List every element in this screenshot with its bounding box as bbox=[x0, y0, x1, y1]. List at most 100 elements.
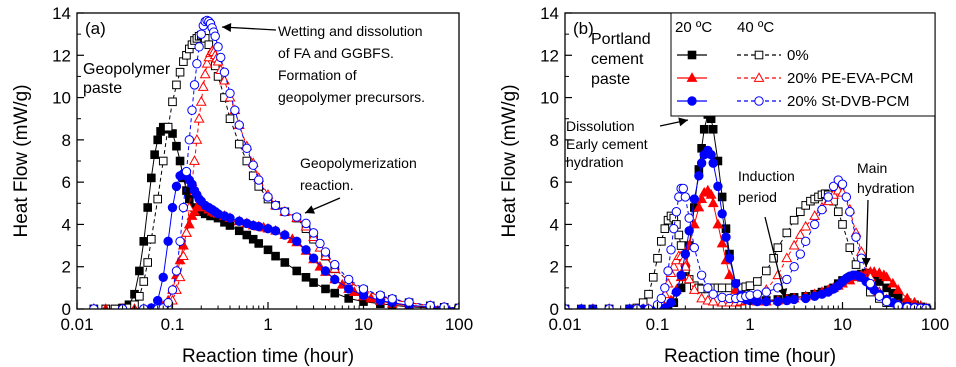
data-point-a-5-31 bbox=[242, 143, 252, 154]
data-point-a-0-41 bbox=[344, 294, 354, 303]
data-point-a-4-30 bbox=[270, 226, 281, 236]
data-point-a-5-37 bbox=[292, 212, 302, 222]
data-point-b-5-18 bbox=[703, 283, 713, 293]
data-point-a-5-47 bbox=[404, 297, 414, 307]
data-point-b-4-29 bbox=[761, 296, 771, 307]
y-tick-label-a: 2 bbox=[62, 258, 71, 277]
annotation-arrow-b-0 bbox=[659, 117, 689, 127]
data-point-a-3-9 bbox=[177, 250, 189, 261]
data-point-b-1-5 bbox=[644, 289, 653, 299]
data-point-b-1-9 bbox=[660, 224, 670, 233]
annotation-a-2: Geopolymerization bbox=[300, 155, 417, 171]
data-point-a-5-13 bbox=[189, 80, 200, 90]
data-point-b-4-22 bbox=[721, 232, 731, 242]
data-point-a-0-32 bbox=[254, 239, 264, 248]
series-line-a-1 bbox=[93, 34, 459, 309]
y-tick-label-b: 8 bbox=[550, 131, 559, 150]
data-point-a-0-9 bbox=[147, 173, 156, 183]
data-point-b-5-34 bbox=[817, 204, 827, 215]
data-point-b-5-45 bbox=[881, 296, 892, 307]
data-point-b-2-14 bbox=[693, 201, 705, 212]
data-point-a-5-9 bbox=[178, 202, 189, 213]
data-point-a-1-6 bbox=[135, 292, 144, 301]
legend-header-40c: 40 ºC bbox=[737, 19, 774, 36]
data-point-b-1-48 bbox=[845, 243, 855, 252]
data-point-b-3-16 bbox=[688, 284, 700, 294]
data-point-a-5-26 bbox=[216, 52, 226, 63]
data-point-b-4-21 bbox=[717, 209, 727, 219]
data-point-b-4-8 bbox=[666, 297, 676, 308]
data-point-a-4-4 bbox=[153, 295, 163, 306]
data-point-b-1-37 bbox=[796, 207, 805, 217]
data-point-a-5-43 bbox=[344, 274, 354, 285]
data-point-a-5-11 bbox=[184, 135, 195, 145]
data-point-b-5-16 bbox=[689, 242, 700, 253]
data-point-a-5-24 bbox=[210, 31, 220, 41]
data-point-a-5-33 bbox=[254, 175, 264, 185]
annotation-a-1: of FA and GGBFS. bbox=[278, 45, 394, 61]
data-point-a-1-11 bbox=[158, 156, 168, 166]
data-point-a-4-6 bbox=[163, 236, 173, 247]
data-point-a-0-29 bbox=[234, 226, 244, 236]
data-point-a-1-7 bbox=[139, 277, 149, 286]
data-point-a-5-35 bbox=[270, 200, 281, 211]
data-point-b-4-10 bbox=[676, 270, 686, 280]
annotation-a-1: geopolymer precursors. bbox=[278, 89, 425, 105]
data-point-a-3-18 bbox=[199, 68, 211, 79]
data-point-a-4-8 bbox=[171, 181, 182, 192]
data-point-b-5-26 bbox=[752, 289, 763, 299]
data-point-b-4-9 bbox=[671, 287, 682, 297]
data-point-b-4-20 bbox=[713, 181, 723, 192]
data-point-b-5-13 bbox=[678, 183, 688, 194]
data-point-a-1-12 bbox=[163, 122, 173, 132]
x-tick-label-a: 10 bbox=[354, 315, 373, 334]
data-point-b-5-44 bbox=[874, 291, 885, 302]
y-tick-label-a: 4 bbox=[62, 215, 71, 234]
x-tick-label-b: 0.1 bbox=[646, 315, 670, 334]
legend-marker-open-0 bbox=[754, 50, 764, 60]
data-point-a-5-10 bbox=[181, 166, 192, 177]
data-point-a-1-30 bbox=[225, 114, 235, 124]
data-point-a-3-17 bbox=[197, 81, 209, 91]
data-point-a-4-35 bbox=[320, 266, 331, 276]
data-point-b-1-6 bbox=[648, 272, 658, 282]
annotation-b-1: Early cement bbox=[566, 136, 648, 152]
data-point-b-1-34 bbox=[773, 243, 783, 252]
chart-panel-a: 0.01 0.1 1 10 100 0 2 4 6 8 10 12 14 Reaction time (h… bbox=[11, 4, 473, 367]
data-point-a-5-15 bbox=[194, 42, 204, 52]
data-point-a-1-31 bbox=[234, 139, 244, 149]
data-point-b-0-20 bbox=[717, 192, 727, 202]
y-tick-label-b: 0 bbox=[550, 300, 559, 319]
data-point-b-1-46 bbox=[833, 207, 843, 217]
data-point-b-1-25 bbox=[717, 283, 727, 293]
data-point-b-5-31 bbox=[795, 249, 806, 259]
data-point-b-4-19 bbox=[708, 158, 718, 168]
data-point-a-4-37 bbox=[344, 284, 354, 294]
data-point-b-4-30 bbox=[773, 296, 783, 307]
annotation-arrow-b-2 bbox=[861, 199, 871, 268]
data-point-a-0-35 bbox=[280, 258, 290, 267]
y-axis-title-b: Heat Flow (mW/g) bbox=[499, 84, 520, 237]
legend-label-2: 20% St-DVB-PCM bbox=[787, 93, 910, 110]
data-point-a-0-37 bbox=[301, 272, 311, 282]
data-point-b-3-30 bbox=[788, 239, 800, 250]
y-tick-label-b: 6 bbox=[550, 173, 559, 192]
data-point-b-3-17 bbox=[696, 292, 708, 303]
data-point-a-4-36 bbox=[330, 274, 340, 285]
y-tick-label-b: 2 bbox=[550, 258, 559, 277]
data-point-a-0-18 bbox=[175, 156, 185, 166]
data-point-b-2-13 bbox=[688, 218, 700, 229]
data-point-b-5-38 bbox=[837, 179, 848, 189]
data-point-b-2-50 bbox=[892, 284, 904, 294]
x-tick-label-a: 0.1 bbox=[161, 315, 185, 334]
x-tick-label-b: 10 bbox=[833, 315, 852, 334]
data-point-b-1-35 bbox=[782, 228, 792, 238]
data-point-b-0-21 bbox=[721, 224, 731, 233]
legend-header-20c: 20 ºC bbox=[675, 19, 712, 36]
data-point-b-3-29 bbox=[781, 252, 793, 263]
data-point-a-0-7 bbox=[139, 237, 149, 246]
annotation-b-3: hydration bbox=[857, 180, 915, 196]
data-point-b-5-46 bbox=[893, 301, 903, 309]
data-point-a-0-28 bbox=[225, 221, 235, 230]
annotation-b-1: Dissolution bbox=[566, 118, 634, 134]
